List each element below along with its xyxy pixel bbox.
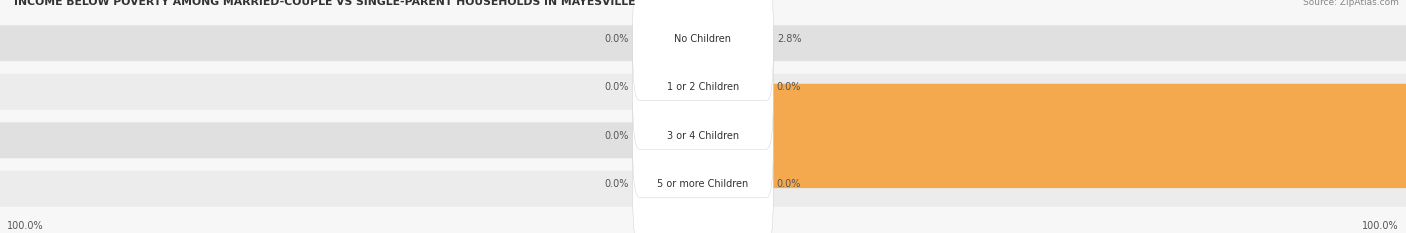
FancyBboxPatch shape	[0, 74, 1406, 110]
FancyBboxPatch shape	[0, 171, 1406, 207]
FancyBboxPatch shape	[633, 25, 773, 149]
FancyBboxPatch shape	[0, 122, 1406, 158]
Text: 0.0%: 0.0%	[778, 82, 801, 92]
Text: 100.0%: 100.0%	[7, 221, 44, 231]
FancyBboxPatch shape	[641, 0, 709, 91]
Text: INCOME BELOW POVERTY AMONG MARRIED-COUPLE VS SINGLE-PARENT HOUSEHOLDS IN MAYESVI: INCOME BELOW POVERTY AMONG MARRIED-COUPL…	[14, 0, 636, 7]
Text: 0.0%: 0.0%	[605, 179, 630, 189]
Text: 3 or 4 Children: 3 or 4 Children	[666, 131, 740, 141]
FancyBboxPatch shape	[697, 84, 1406, 188]
FancyBboxPatch shape	[633, 0, 773, 101]
FancyBboxPatch shape	[0, 25, 1406, 61]
Text: Source: ZipAtlas.com: Source: ZipAtlas.com	[1303, 0, 1399, 7]
FancyBboxPatch shape	[633, 74, 773, 198]
Text: 1 or 2 Children: 1 or 2 Children	[666, 82, 740, 92]
Text: 0.0%: 0.0%	[605, 131, 630, 141]
FancyBboxPatch shape	[641, 35, 709, 140]
FancyBboxPatch shape	[697, 0, 765, 91]
Text: 0.0%: 0.0%	[605, 34, 630, 44]
Text: 2.8%: 2.8%	[778, 34, 801, 44]
FancyBboxPatch shape	[697, 132, 765, 233]
Text: 0.0%: 0.0%	[778, 179, 801, 189]
FancyBboxPatch shape	[633, 123, 773, 233]
FancyBboxPatch shape	[697, 35, 765, 140]
FancyBboxPatch shape	[641, 84, 709, 188]
FancyBboxPatch shape	[641, 132, 709, 233]
Text: 0.0%: 0.0%	[605, 82, 630, 92]
Text: 5 or more Children: 5 or more Children	[658, 179, 748, 189]
Text: No Children: No Children	[675, 34, 731, 44]
Text: 100.0%: 100.0%	[1362, 221, 1399, 231]
